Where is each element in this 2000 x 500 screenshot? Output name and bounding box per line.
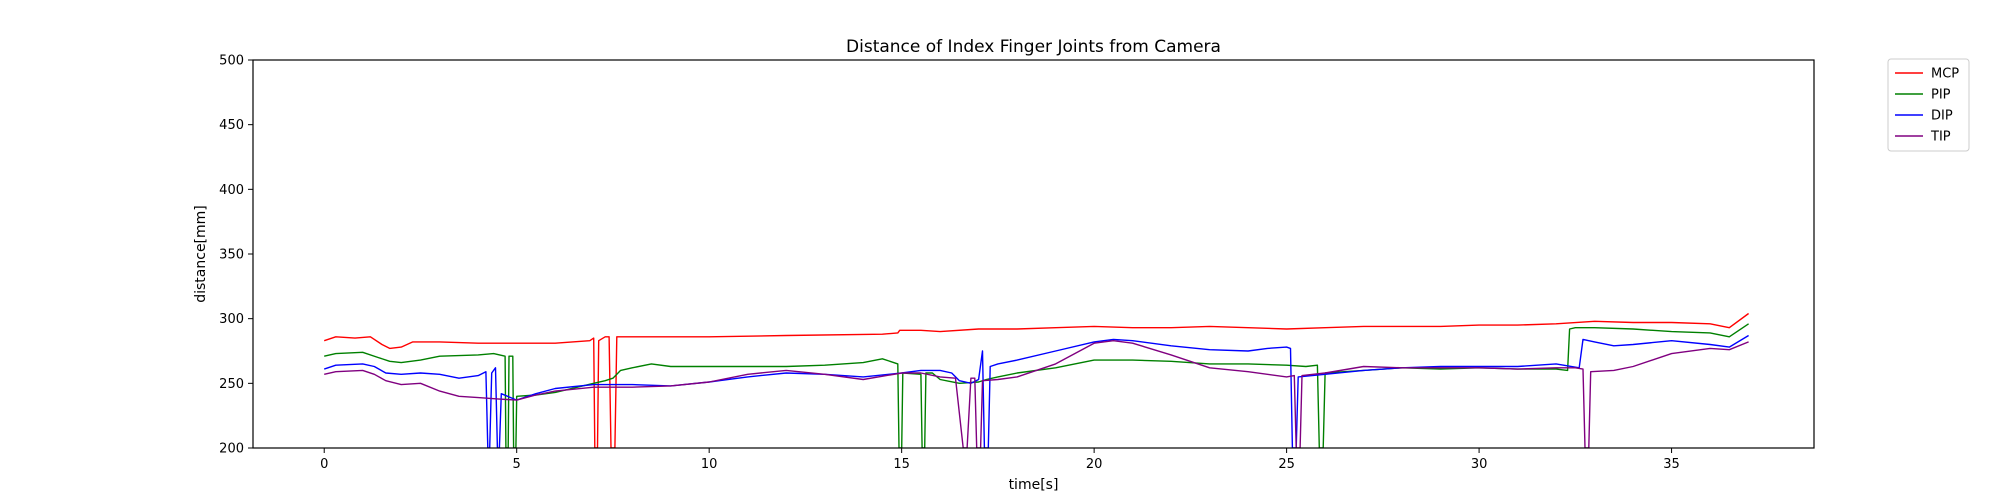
- x-tick-label: 30: [1471, 457, 1488, 472]
- series-line-tip: [324, 340, 1749, 448]
- x-tick-label: 15: [893, 457, 910, 472]
- x-tick-label: 20: [1086, 457, 1103, 472]
- x-tick-label: 10: [701, 457, 718, 472]
- y-axis-label: distance[mm]: [193, 205, 209, 303]
- x-axis: 0 5 10 15 20 25 30 35: [320, 448, 1680, 472]
- series-line-dip: [323, 334, 1749, 448]
- chart-title: Distance of Index Finger Joints from Cam…: [846, 37, 1221, 57]
- y-tick-label: 250: [219, 377, 244, 392]
- axes-frame: [252, 59, 1815, 449]
- y-tick-label: 500: [219, 54, 244, 69]
- legend: MCP PIP DIP TIP: [1887, 58, 1970, 152]
- plot-area: [323, 312, 1750, 448]
- legend-label-dip: DIP: [1931, 109, 1953, 124]
- x-tick-label: 35: [1663, 457, 1680, 472]
- y-tick-label: 350: [219, 248, 244, 263]
- y-axis: 200 250 300 350 400 450 500: [219, 54, 253, 457]
- legend-label-tip: TIP: [1930, 130, 1951, 145]
- x-tick-label: 5: [513, 457, 521, 472]
- series-line-pip: [324, 323, 1749, 448]
- x-axis-label: time[s]: [1009, 477, 1059, 493]
- x-tick-label: 0: [320, 457, 328, 472]
- y-tick-label: 200: [219, 442, 244, 457]
- series-line-mcp: [323, 312, 1750, 448]
- legend-label-pip: PIP: [1931, 88, 1951, 103]
- legend-label-mcp: MCP: [1931, 67, 1959, 82]
- legend-box: [1887, 58, 1970, 152]
- x-tick-label: 25: [1278, 457, 1295, 472]
- y-tick-label: 400: [219, 183, 244, 198]
- y-tick-label: 450: [219, 118, 244, 133]
- y-tick-label: 300: [219, 312, 244, 327]
